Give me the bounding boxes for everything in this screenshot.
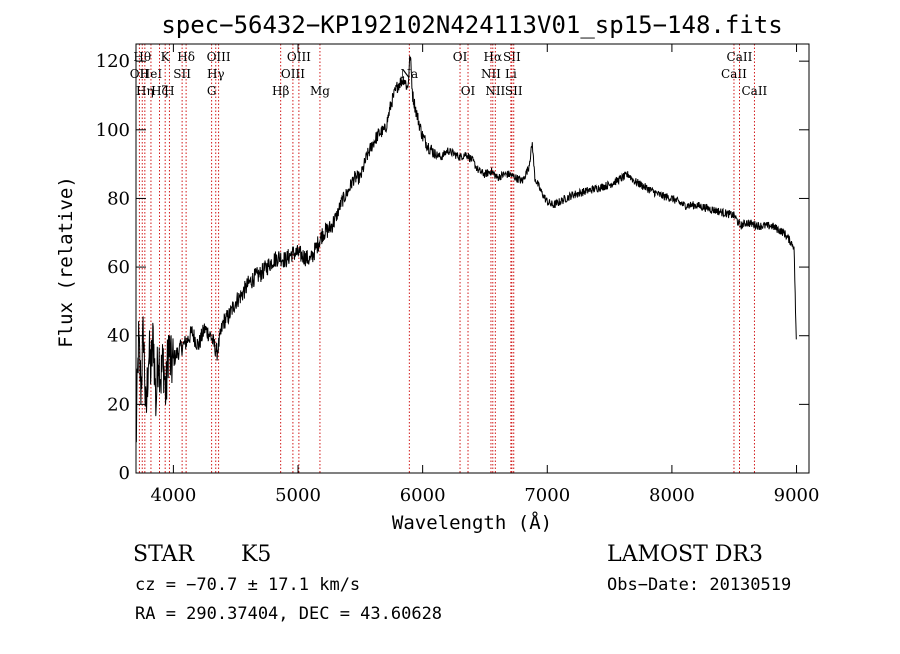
spectral-line-label: K (161, 50, 171, 64)
object-subclass: K5 (241, 542, 271, 567)
x-axis-label: Wavelength (Å) (392, 511, 552, 534)
y-tick-label: 120 (96, 51, 130, 72)
y-tick-label: 100 (96, 120, 130, 141)
spectral-line-label: Mg (310, 84, 330, 98)
spectral-line-label: CaII (727, 50, 753, 64)
obs-date: Obs−Date: 20130519 (607, 575, 791, 595)
spectral-line-label: Hη (136, 84, 154, 98)
x-tick-label: 4000 (150, 485, 196, 506)
spectral-line-label: NII (485, 84, 505, 98)
spectral-line-label: SII (173, 67, 191, 81)
spectral-line-label: OI (453, 50, 468, 64)
x-tick-label: 6000 (400, 485, 446, 506)
x-tick-label: 9000 (774, 485, 820, 506)
chart-title: spec−56432−KP192102N424113V01_sp15−148.f… (161, 11, 782, 39)
spectral-line-label: OII (130, 67, 150, 81)
spectral-line-label: SII (503, 50, 521, 64)
spectral-line-label: CaII (721, 67, 747, 81)
spectrum-line (135, 55, 797, 443)
coordinates: RA = 290.37404, DEC = 43.60628 (135, 604, 442, 624)
x-tick-label: 7000 (524, 485, 570, 506)
x-tick-label: 5000 (275, 485, 321, 506)
spectral-line-label: OIII (281, 67, 305, 81)
y-axis: 0 20 40 60 80 100 120 (96, 51, 809, 484)
spectral-line-label: Hζ (151, 84, 168, 98)
spectral-line-label: OI (461, 84, 476, 98)
y-tick-label: 80 (107, 188, 130, 209)
redshift-info: cz = −70.7 ± 17.1 km/s (135, 575, 360, 595)
y-tick-label: 60 (107, 257, 130, 278)
line-markers: OIIHθHηHeIHζKHSIIHδGHγOIIIHβOIIIOIIIMgNa… (130, 44, 768, 473)
y-axis-label: Flux (relative) (55, 176, 77, 348)
spectral-line-label: G (207, 84, 217, 98)
spectral-line-label: Hβ (272, 84, 289, 98)
y-tick-label: 40 (107, 326, 130, 347)
plot-frame (135, 43, 810, 474)
spectrum-series (135, 55, 797, 443)
spectral-line-label: Hγ (207, 67, 225, 81)
spectral-line-label: Hδ (177, 50, 195, 64)
spectral-line-label: NII (481, 67, 501, 81)
y-tick-label: 20 (107, 394, 130, 415)
spectral-line-label: OIII (207, 50, 231, 64)
x-axis: 4000 5000 6000 7000 8000 9000 (150, 44, 819, 506)
survey-name: LAMOST DR3 (607, 542, 763, 567)
spectral-line-label: H (164, 84, 174, 98)
y-tick-label: 0 (119, 463, 130, 484)
spectral-line-label: Hα (484, 50, 503, 64)
spectral-line-label: Li (505, 67, 517, 81)
spectral-line-label: HeI (140, 67, 163, 81)
spectral-line-label: CaII (741, 84, 767, 98)
spectral-line-label: SII (505, 84, 523, 98)
spectral-line-label: Hθ (133, 50, 151, 64)
x-tick-label: 8000 (649, 485, 695, 506)
spectral-line-label: OIII (287, 50, 311, 64)
object-class: STAR (133, 542, 195, 567)
